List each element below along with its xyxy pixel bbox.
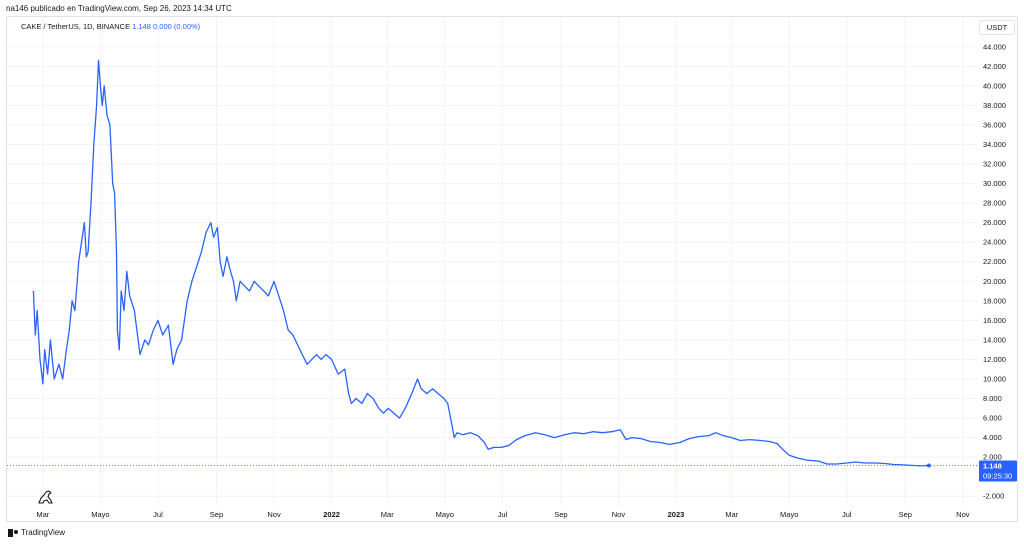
y-tick-label: 32.000 — [983, 160, 1006, 169]
x-tick-label: Mar — [381, 510, 394, 519]
last-price-badge-bg — [979, 460, 1017, 482]
x-tick-label: Sep — [554, 510, 567, 519]
tradingview-footer[interactable]: TradingView — [8, 528, 65, 537]
y-tick-label: 24.000 — [983, 238, 1006, 247]
x-tick-label: Jul — [842, 510, 852, 519]
y-tick-label: 28.000 — [983, 199, 1006, 208]
x-tick-label: 2023 — [668, 510, 685, 519]
y-tick-label: 42.000 — [983, 62, 1006, 71]
published-line: na146 publicado en TradingView.com, Sep … — [6, 4, 232, 13]
currency-unit-button[interactable]: USDT — [979, 20, 1015, 35]
y-tick-label: 8.000 — [983, 394, 1002, 403]
y-tick-label: 22.000 — [983, 257, 1006, 266]
last-price-badge: 1.148 09:25:30 — [979, 460, 1017, 482]
last-price-badge-countdown: 09:25:30 — [983, 471, 1012, 480]
y-tick-label: 4.000 — [983, 433, 1002, 442]
y-tick-label: 20.000 — [983, 277, 1006, 286]
y-tick-label: 26.000 — [983, 218, 1006, 227]
y-tick-label: 14.000 — [983, 335, 1006, 344]
y-tick-label: 30.000 — [983, 179, 1006, 188]
tradingview-logo-icon — [8, 528, 18, 537]
last-price-dot — [926, 463, 931, 468]
x-tick-label: Sep — [899, 510, 912, 519]
x-tick-label: Jul — [153, 510, 163, 519]
dino-icon[interactable] — [38, 490, 53, 504]
y-tick-label: 44.000 — [983, 42, 1006, 51]
y-tick-label: 16.000 — [983, 316, 1006, 325]
y-tick-label: 12.000 — [983, 355, 1006, 364]
change-value: 0.000 (0.00%) — [153, 22, 201, 31]
y-tick-label: -2.000 — [983, 492, 1004, 501]
y-tick-label: 38.000 — [983, 101, 1006, 110]
chart-grid — [7, 17, 977, 506]
price-series-line — [32, 59, 929, 467]
x-tick-label: Nov — [267, 510, 281, 519]
x-tick-label: Nov — [612, 510, 626, 519]
y-tick-label: 10.000 — [983, 374, 1006, 383]
x-tick-label: Sep — [210, 510, 223, 519]
y-tick-label: 40.000 — [983, 81, 1006, 90]
x-tick-label: Mayo — [780, 510, 798, 519]
y-tick-label: 34.000 — [983, 140, 1006, 149]
price-axis: -2.000 2.000 4.000 6.000 8.000 10.000 12.000 14… — [983, 42, 1006, 500]
last-value: 1.148 — [132, 22, 151, 31]
symbol-legend[interactable]: CAKE / TetherUS, 1D, BINANCE 1.148 0.000… — [21, 22, 200, 31]
x-tick-label: Mar — [725, 510, 738, 519]
brand-name: TradingView — [21, 528, 66, 537]
last-price-badge-price: 1.148 — [983, 461, 1002, 470]
time-axis: Mar Mayo Jul Sep Nov 2022 Mar Mayo Jul Sep Nov 2023… — [36, 510, 969, 519]
y-tick-label: 2.000 — [983, 453, 1002, 462]
chart-frame — [6, 16, 1018, 522]
x-tick-label: Mar — [36, 510, 49, 519]
x-tick-label: 2022 — [323, 510, 340, 519]
x-tick-label: Mayo — [91, 510, 109, 519]
x-tick-label: Mayo — [436, 510, 454, 519]
x-tick-label: Nov — [956, 510, 970, 519]
symbol-label: CAKE / TetherUS, 1D, BINANCE — [21, 22, 131, 31]
y-tick-label: 18.000 — [983, 296, 1006, 305]
y-tick-label: 6.000 — [983, 414, 1002, 423]
y-tick-label: 36.000 — [983, 120, 1006, 129]
x-tick-label: Jul — [498, 510, 508, 519]
